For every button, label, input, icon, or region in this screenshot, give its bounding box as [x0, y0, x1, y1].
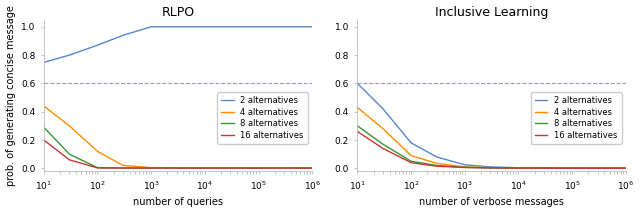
- 4 alternatives: [93, 150, 101, 153]
- 16 alternatives: [173, 167, 180, 169]
- 4 alternatives: [147, 166, 155, 169]
- 2 alternatives: [486, 166, 494, 168]
- Legend: 2 alternatives, 4 alternatives, 8 alternatives, 16 alternatives: 2 alternatives, 4 alternatives, 8 altern…: [531, 92, 621, 144]
- 8 alternatives: [40, 126, 47, 129]
- X-axis label: number of queries: number of queries: [133, 197, 223, 207]
- 16 alternatives: [201, 167, 209, 169]
- Y-axis label: prob. of generating concise message: prob. of generating concise message: [6, 5, 15, 186]
- 2 alternatives: [201, 26, 209, 28]
- 4 alternatives: [568, 167, 576, 170]
- 16 alternatives: [65, 158, 73, 161]
- 16 alternatives: [93, 167, 101, 169]
- 16 alternatives: [515, 167, 522, 169]
- 2 alternatives: [65, 54, 73, 56]
- 8 alternatives: [147, 167, 155, 169]
- Line: 4 alternatives: 4 alternatives: [44, 106, 312, 168]
- 4 alternatives: [40, 105, 47, 107]
- Line: 4 alternatives: 4 alternatives: [357, 108, 626, 168]
- 4 alternatives: [622, 167, 630, 170]
- 2 alternatives: [173, 26, 180, 28]
- 2 alternatives: [407, 142, 415, 144]
- 8 alternatives: [173, 167, 180, 169]
- 2 alternatives: [515, 167, 522, 169]
- 4 alternatives: [255, 167, 262, 169]
- 8 alternatives: [622, 167, 630, 170]
- Line: 8 alternatives: 8 alternatives: [357, 126, 626, 168]
- 16 alternatives: [308, 167, 316, 169]
- 8 alternatives: [433, 164, 440, 167]
- 4 alternatives: [119, 164, 127, 167]
- 16 alternatives: [568, 167, 576, 170]
- 16 alternatives: [486, 167, 494, 169]
- 8 alternatives: [308, 167, 316, 169]
- 8 alternatives: [380, 143, 387, 145]
- Line: 16 alternatives: 16 alternatives: [44, 140, 312, 168]
- 16 alternatives: [119, 167, 127, 169]
- 4 alternatives: [173, 167, 180, 169]
- X-axis label: number of verbose messages: number of verbose messages: [419, 197, 564, 207]
- 2 alternatives: [433, 156, 440, 158]
- 16 alternatives: [353, 130, 361, 133]
- 8 alternatives: [119, 167, 127, 169]
- Line: 2 alternatives: 2 alternatives: [44, 27, 312, 62]
- 4 alternatives: [407, 154, 415, 157]
- Line: 2 alternatives: 2 alternatives: [357, 83, 626, 168]
- 8 alternatives: [486, 167, 494, 169]
- 8 alternatives: [201, 167, 209, 169]
- 2 alternatives: [308, 26, 316, 28]
- 8 alternatives: [255, 167, 262, 169]
- 8 alternatives: [353, 125, 361, 127]
- 2 alternatives: [461, 164, 468, 166]
- 2 alternatives: [622, 167, 630, 170]
- 8 alternatives: [461, 166, 468, 169]
- 16 alternatives: [380, 147, 387, 150]
- 2 alternatives: [353, 82, 361, 85]
- 4 alternatives: [308, 167, 316, 169]
- Legend: 2 alternatives, 4 alternatives, 8 alternatives, 16 alternatives: 2 alternatives, 4 alternatives, 8 altern…: [217, 92, 308, 144]
- 2 alternatives: [255, 26, 262, 28]
- 8 alternatives: [568, 167, 576, 170]
- 2 alternatives: [147, 26, 155, 28]
- 16 alternatives: [255, 167, 262, 169]
- 4 alternatives: [65, 125, 73, 127]
- 16 alternatives: [433, 165, 440, 167]
- 16 alternatives: [147, 167, 155, 169]
- 8 alternatives: [93, 166, 101, 169]
- 2 alternatives: [380, 108, 387, 110]
- Title: Inclusive Learning: Inclusive Learning: [435, 6, 548, 19]
- 2 alternatives: [93, 44, 101, 46]
- 16 alternatives: [461, 166, 468, 169]
- Line: 8 alternatives: 8 alternatives: [44, 127, 312, 168]
- 16 alternatives: [40, 139, 47, 141]
- 4 alternatives: [515, 167, 522, 169]
- Title: RLPO: RLPO: [161, 6, 195, 19]
- 2 alternatives: [40, 61, 47, 64]
- 8 alternatives: [407, 160, 415, 163]
- 4 alternatives: [461, 166, 468, 168]
- 2 alternatives: [568, 167, 576, 169]
- 16 alternatives: [407, 161, 415, 164]
- 4 alternatives: [433, 162, 440, 165]
- 2 alternatives: [119, 34, 127, 37]
- 8 alternatives: [515, 167, 522, 169]
- 4 alternatives: [486, 166, 494, 169]
- 4 alternatives: [380, 127, 387, 130]
- Line: 16 alternatives: 16 alternatives: [357, 132, 626, 168]
- 8 alternatives: [65, 153, 73, 155]
- 4 alternatives: [353, 106, 361, 109]
- 4 alternatives: [201, 167, 209, 169]
- 16 alternatives: [622, 167, 630, 170]
